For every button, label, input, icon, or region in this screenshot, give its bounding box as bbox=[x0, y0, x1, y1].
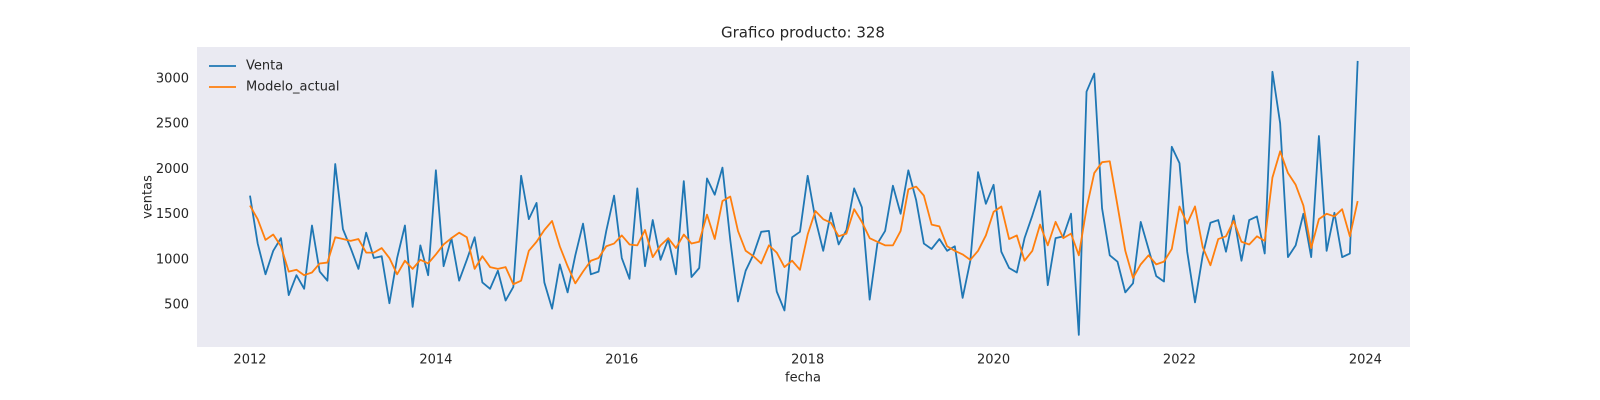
y-tick-label: 2500 bbox=[156, 117, 189, 132]
y-axis-label: ventas bbox=[141, 175, 156, 219]
data-line bbox=[249, 60, 1359, 336]
chart-title: Grafico producto: 328 bbox=[721, 24, 885, 42]
x-tick-label: 2020 bbox=[977, 353, 1010, 368]
legend-label: Modelo_actual bbox=[246, 80, 340, 95]
x-tick-label: 2016 bbox=[605, 353, 638, 368]
y-tick-label: 1500 bbox=[156, 207, 189, 222]
x-axis-label: fecha bbox=[785, 371, 821, 386]
x-tick-label: 2018 bbox=[791, 353, 824, 368]
x-tick-label: 2012 bbox=[233, 353, 266, 368]
x-tick-label: 2022 bbox=[1163, 353, 1196, 368]
legend-label: Venta bbox=[246, 59, 283, 74]
y-tick-label: 500 bbox=[164, 298, 189, 313]
y-tick-label: 2000 bbox=[156, 162, 189, 177]
x-tick-label: 2024 bbox=[1349, 353, 1382, 368]
x-tick-label: 2014 bbox=[419, 353, 452, 368]
y-tick-label: 1000 bbox=[156, 252, 189, 267]
plot-area bbox=[197, 47, 1410, 347]
data-line bbox=[249, 150, 1359, 286]
y-tick-label: 3000 bbox=[156, 72, 189, 87]
